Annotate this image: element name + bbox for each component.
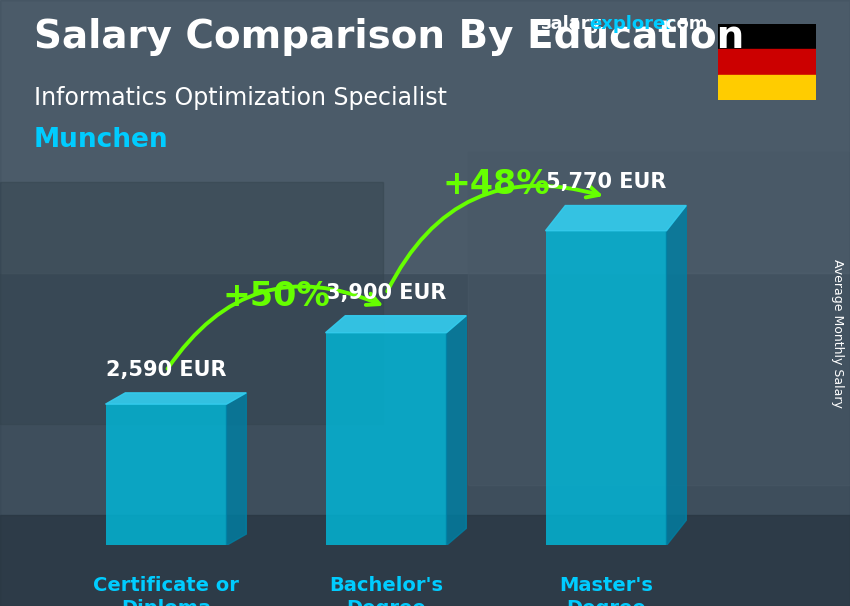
Polygon shape — [546, 205, 686, 231]
Text: Average Monthly Salary: Average Monthly Salary — [830, 259, 844, 408]
Text: Salary Comparison By Education: Salary Comparison By Education — [34, 18, 745, 56]
Text: Munchen: Munchen — [34, 127, 168, 153]
Polygon shape — [226, 393, 246, 545]
Bar — [0, 182, 382, 424]
Text: Master's
Degree: Master's Degree — [559, 576, 653, 606]
FancyBboxPatch shape — [105, 404, 226, 545]
Bar — [0, 0, 850, 273]
Bar — [718, 75, 816, 100]
Polygon shape — [446, 316, 467, 545]
Polygon shape — [666, 205, 686, 545]
Bar — [718, 50, 816, 75]
Text: Bachelor's
Degree: Bachelor's Degree — [329, 576, 443, 606]
Polygon shape — [105, 393, 246, 404]
Text: 2,590 EUR: 2,590 EUR — [105, 360, 226, 380]
Text: Informatics Optimization Specialist: Informatics Optimization Specialist — [34, 86, 447, 110]
Text: 5,770 EUR: 5,770 EUR — [546, 173, 666, 193]
Bar — [0, 515, 850, 606]
Text: +50%: +50% — [222, 281, 330, 313]
Text: 3,900 EUR: 3,900 EUR — [326, 282, 446, 302]
Bar — [718, 24, 816, 50]
Text: +48%: +48% — [442, 168, 550, 201]
Text: Certificate or
Diploma: Certificate or Diploma — [93, 576, 239, 606]
FancyBboxPatch shape — [546, 231, 666, 545]
FancyBboxPatch shape — [326, 333, 446, 545]
Text: salary: salary — [540, 15, 601, 33]
Text: explorer: explorer — [589, 15, 674, 33]
Text: .com: .com — [659, 15, 707, 33]
Bar — [468, 152, 850, 485]
Polygon shape — [326, 316, 467, 333]
